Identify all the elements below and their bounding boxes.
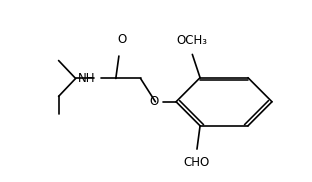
Text: O: O <box>117 33 127 46</box>
Text: NH: NH <box>78 72 96 85</box>
Text: OCH₃: OCH₃ <box>177 34 208 47</box>
Text: O: O <box>150 95 159 108</box>
Text: CHO: CHO <box>184 156 210 169</box>
